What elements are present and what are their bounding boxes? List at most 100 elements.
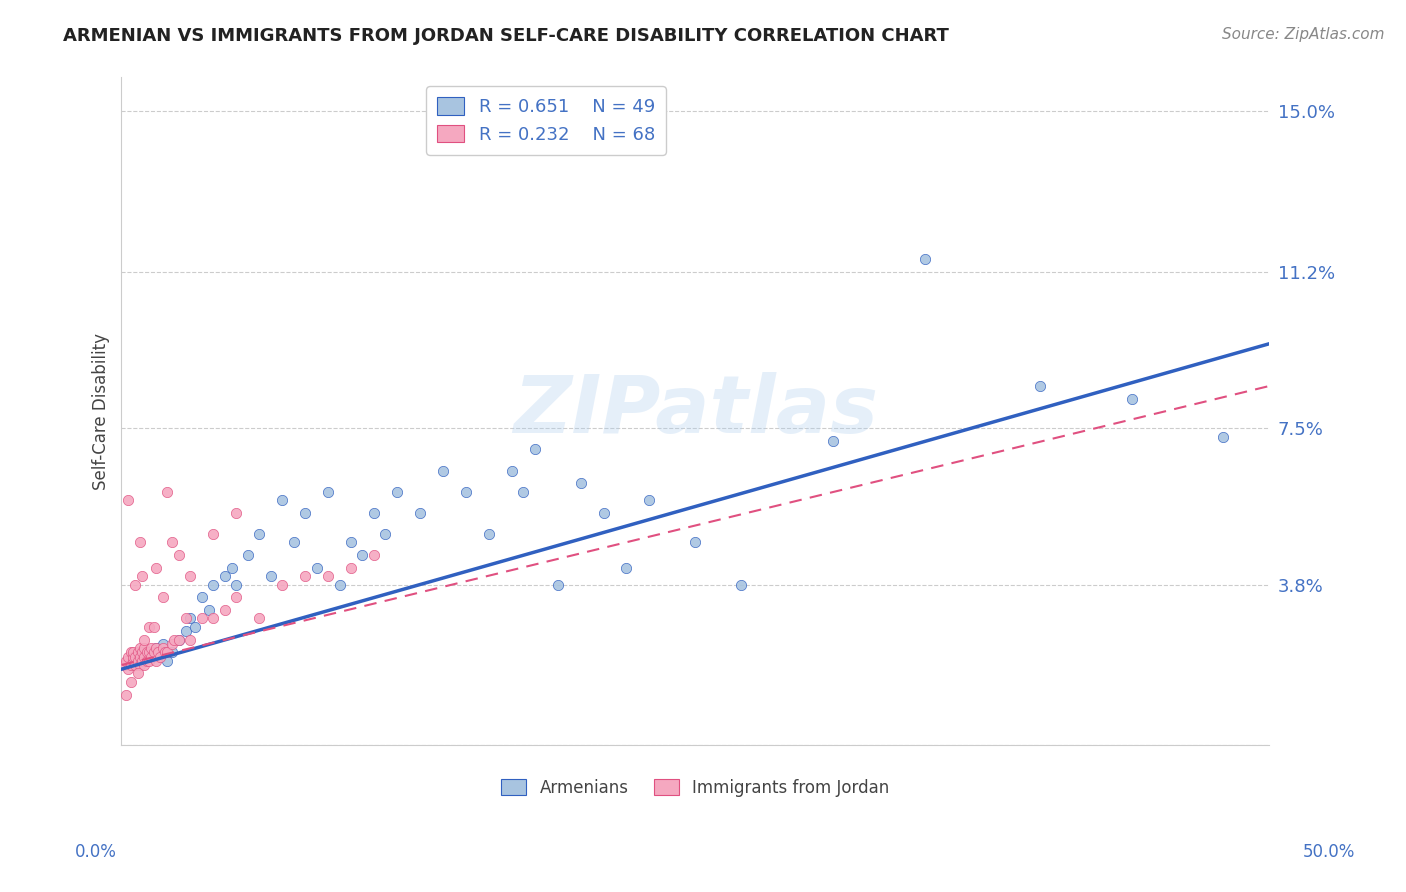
Point	[236, 548, 259, 562]
Point	[914, 252, 936, 267]
Point	[316, 569, 339, 583]
Point	[294, 569, 316, 583]
Text: ZIPatlas: ZIPatlas	[513, 372, 877, 450]
Point	[135, 654, 157, 668]
Point	[283, 535, 305, 549]
Point	[352, 548, 374, 562]
Point	[120, 674, 142, 689]
Point	[138, 645, 160, 659]
Point	[294, 506, 316, 520]
Point	[152, 641, 174, 656]
Point	[512, 484, 534, 499]
Point	[115, 654, 138, 668]
Point	[202, 527, 225, 541]
Point	[221, 561, 243, 575]
Point	[156, 645, 179, 659]
Text: 0.0%: 0.0%	[75, 843, 117, 861]
Point	[145, 641, 167, 656]
Point	[117, 662, 139, 676]
Point	[214, 603, 236, 617]
Point	[127, 666, 149, 681]
Point	[730, 577, 752, 591]
Point	[1121, 392, 1143, 406]
Point	[145, 561, 167, 575]
Point	[122, 645, 145, 659]
Point	[328, 577, 350, 591]
Point	[117, 493, 139, 508]
Point	[145, 641, 167, 656]
Point	[146, 645, 169, 659]
Point	[260, 569, 283, 583]
Point	[134, 632, 156, 647]
Point	[160, 645, 183, 659]
Point	[1028, 379, 1050, 393]
Point	[128, 535, 150, 549]
Point	[134, 641, 156, 656]
Point	[145, 654, 167, 668]
Point	[138, 654, 160, 668]
Point	[823, 434, 845, 448]
Point	[501, 464, 523, 478]
Text: Source: ZipAtlas.com: Source: ZipAtlas.com	[1222, 27, 1385, 42]
Point	[432, 464, 454, 478]
Point	[316, 484, 339, 499]
Point	[142, 620, 165, 634]
Point	[592, 506, 614, 520]
Point	[247, 527, 270, 541]
Point	[167, 548, 190, 562]
Point	[152, 591, 174, 605]
Point	[128, 649, 150, 664]
Point	[271, 493, 294, 508]
Point	[167, 632, 190, 647]
Point	[127, 645, 149, 659]
Point	[197, 603, 219, 617]
Point	[131, 654, 153, 668]
Point	[454, 484, 477, 499]
Point	[569, 476, 592, 491]
Point	[179, 569, 201, 583]
Point	[174, 611, 197, 625]
Point	[160, 535, 183, 549]
Point	[523, 442, 546, 457]
Point	[616, 561, 638, 575]
Point	[115, 688, 138, 702]
Legend: Armenians, Immigrants from Jordan: Armenians, Immigrants from Jordan	[495, 772, 896, 804]
Point	[184, 620, 207, 634]
Point	[271, 577, 294, 591]
Point	[124, 577, 146, 591]
Point	[134, 657, 156, 672]
Point	[122, 649, 145, 664]
Point	[135, 645, 157, 659]
Text: ARMENIAN VS IMMIGRANTS FROM JORDAN SELF-CARE DISABILITY CORRELATION CHART: ARMENIAN VS IMMIGRANTS FROM JORDAN SELF-…	[63, 27, 949, 45]
Point	[1212, 430, 1234, 444]
Point	[112, 657, 135, 672]
Point	[142, 645, 165, 659]
Point	[174, 624, 197, 639]
Point	[202, 611, 225, 625]
Point	[156, 484, 179, 499]
Point	[131, 569, 153, 583]
Point	[638, 493, 661, 508]
Text: 50.0%: 50.0%	[1302, 843, 1355, 861]
Point	[305, 561, 328, 575]
Point	[120, 645, 142, 659]
Point	[122, 654, 145, 668]
Point	[163, 632, 186, 647]
Point	[247, 611, 270, 625]
Point	[179, 611, 201, 625]
Point	[124, 649, 146, 664]
Point	[156, 654, 179, 668]
Point	[363, 506, 385, 520]
Point	[138, 620, 160, 634]
Point	[128, 657, 150, 672]
Point	[131, 645, 153, 659]
Point	[149, 649, 172, 664]
Point	[141, 649, 163, 664]
Point	[685, 535, 707, 549]
Point	[202, 577, 225, 591]
Point	[134, 649, 156, 664]
Point	[141, 641, 163, 656]
Point	[340, 561, 363, 575]
Point	[547, 577, 569, 591]
Point	[225, 506, 247, 520]
